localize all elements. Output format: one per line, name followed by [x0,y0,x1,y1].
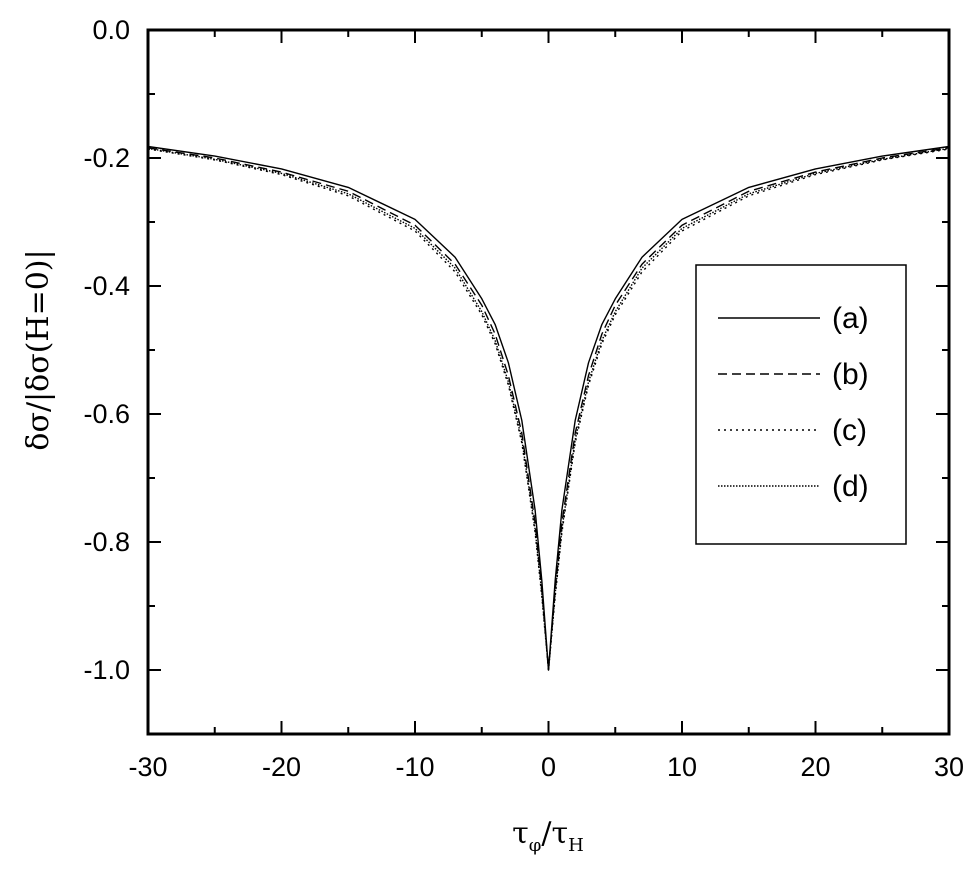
y-tick-label: -0.4 [83,271,130,301]
legend-label: (a) [832,302,869,335]
y-axis-label: δσ/|δσ(H=0)| [21,249,56,450]
x-tick-label: -10 [395,752,434,782]
x-label-tau-phi: τ [512,816,529,851]
y-tick-label: -0.2 [83,143,130,173]
legend-box [695,264,907,545]
x-label-slash: / [541,816,552,851]
axes: -30 -20 -10 0 10 20 30 0.0 -0.2 -0.4 -0.6 -0.8 -1.0 [83,15,964,782]
legend: (a) (b) (c) (d) [695,264,907,545]
legend-label: (c) [832,414,867,447]
x-tick-label: 10 [667,752,697,782]
x-tick-label: -20 [262,752,301,782]
x-tick-label: -30 [128,752,167,782]
legend-label: (b) [832,358,869,391]
x-label-sub-h: H [568,835,584,856]
x-tick-label: 0 [541,752,556,782]
series-line-b [147,147,950,671]
x-tick-label: 20 [800,752,830,782]
y-tick-label: -0.6 [83,399,130,429]
y-tick-label: -0.8 [83,527,130,557]
y-tick-label: -1.0 [83,655,130,685]
series-layer [147,145,950,671]
y-tick-label: 0.0 [92,15,130,45]
legend-label: (d) [832,470,869,503]
x-label-sub-phi: φ [529,835,542,856]
x-tick-label: 30 [934,752,964,782]
x-axis-label: τφ/τH [512,816,584,856]
x-label-tau-h: τ [552,816,569,851]
